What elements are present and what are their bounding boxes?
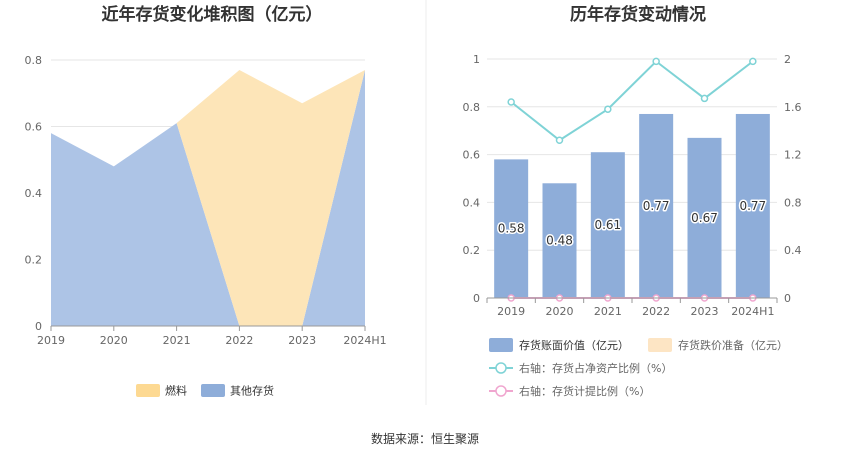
left-y-tick-label: 0.6 [25,121,43,134]
left-chart-y-axis: 0 0.2 0.4 0.6 0.8 [25,54,43,333]
right-line-point [749,57,757,66]
right-chart-legend: 存货账面价值（亿元） 存货跌价准备（亿元） 右轴：存货占净资产比例（%） 右轴：存货计… [489,338,788,398]
right-y2-tick-label: 0.4 [784,244,802,257]
right-y-tick-label: 0.2 [463,244,481,257]
left-chart-legend: 燃料 其他存货 [136,384,274,398]
right-y-tick-label: 1 [473,53,480,66]
right-bar [639,113,674,298]
left-chart-x-axis: 2019 2020 2021 2022 2023 2024H1 [37,325,387,347]
right-x-tick-label: 2020 [546,305,574,318]
right-line-point [555,136,564,145]
right-x-tick-label: 2022 [642,305,670,318]
right-y2-tick-label: 0 [784,292,791,305]
left-area-series-0 [51,69,365,326]
right-line-point [652,57,660,66]
right-bar [590,152,625,298]
left-legend-label: 燃料 [165,384,187,398]
right-legend-swatch-book-value [489,338,513,352]
right-legend-line-label: 右轴：存货计提比例（%） [519,384,650,398]
right-x-tick-label: 2021 [594,305,622,318]
right-legend-swatch-provision [648,338,672,352]
right-y2-tick-label: 1.6 [784,101,802,114]
right-bar-data-label: 0.67 [691,211,718,225]
left-legend-swatch [201,384,225,397]
left-x-tick-label: 2024H1 [343,334,386,347]
right-bar [735,113,770,298]
left-y-tick-label: 0.8 [25,54,43,67]
right-line-series-0 [510,60,754,142]
left-y-tick-label: 0 [35,320,42,333]
right-y-tick-label: 0.6 [463,149,481,162]
left-area-series-1 [51,69,365,326]
right-bar-data-label: 0.61 [594,218,621,232]
right-bar [687,137,722,298]
left-chart-title: 近年存货变化堆积图（亿元） [102,4,323,25]
left-x-tick-label: 2021 [163,334,191,347]
right-bar-data-label: 0.77 [739,199,766,213]
right-x-tick-label: 2024H1 [731,305,774,318]
right-legend-label-provision: 存货跌价准备（亿元） [678,338,788,352]
data-source-footer: 数据来源：恒生聚源 [371,431,479,446]
left-legend-label: 其他存货 [230,384,274,398]
right-chart-y-axis-right: 0 0.4 0.8 1.2 1.6 2 [784,53,802,305]
right-legend-line-marker [495,362,507,374]
right-y-tick-label: 0.8 [463,101,481,114]
right-y-tick-label: 0.4 [463,196,481,209]
right-bar-data-label: 0.77 [643,199,670,213]
left-x-tick-label: 2020 [100,334,128,347]
right-bar-data-label: 0.48 [546,234,573,248]
right-y-tick-label: 0 [473,292,480,305]
right-y2-tick-label: 1.2 [784,149,802,162]
right-x-tick-label: 2019 [497,305,525,318]
left-x-tick-label: 2019 [37,334,65,347]
right-chart-title: 历年存货变动情况 [570,4,706,25]
right-line-point [507,98,515,106]
right-chart-gridlines [487,58,777,251]
left-x-tick-label: 2023 [288,334,316,347]
right-line-point [700,94,709,103]
left-chart-areas [51,69,365,326]
right-legend-line-label: 右轴：存货占净资产比例（%） [519,361,672,375]
right-legend-label-book-value: 存货账面价值（亿元） [519,338,629,352]
left-y-tick-label: 0.2 [25,254,43,267]
right-x-tick-label: 2023 [691,305,719,318]
right-line-point [604,105,612,113]
right-y2-tick-label: 2 [784,53,791,66]
right-bar [542,183,577,298]
right-bar [494,159,529,298]
left-x-tick-label: 2022 [225,334,253,347]
right-chart-bar-line: 历年存货变动情况 0.580.480.610.770.670.77 00.20.… [463,4,802,398]
right-chart-x-axis: 2019 2020 2021 2022 2023 2024H1 [486,297,778,318]
left-legend-swatch [136,384,160,397]
right-chart-bars: 0.58 0.48 0.61 0.77 0.67 0.77 [494,113,770,298]
right-legend-line-marker [495,385,507,397]
left-chart-stacked-area: 近年存货变化堆积图（亿元） 0 0.2 0.4 0.6 0.8 2019 2020 2021… [25,4,387,398]
left-y-tick-label: 0.4 [25,187,43,200]
right-y2-tick-label: 0.8 [784,196,802,209]
right-chart-y-axis-left: 0 0.2 0.4 0.6 0.8 1 [463,53,481,305]
right-bar-data-label: 0.58 [498,222,525,236]
